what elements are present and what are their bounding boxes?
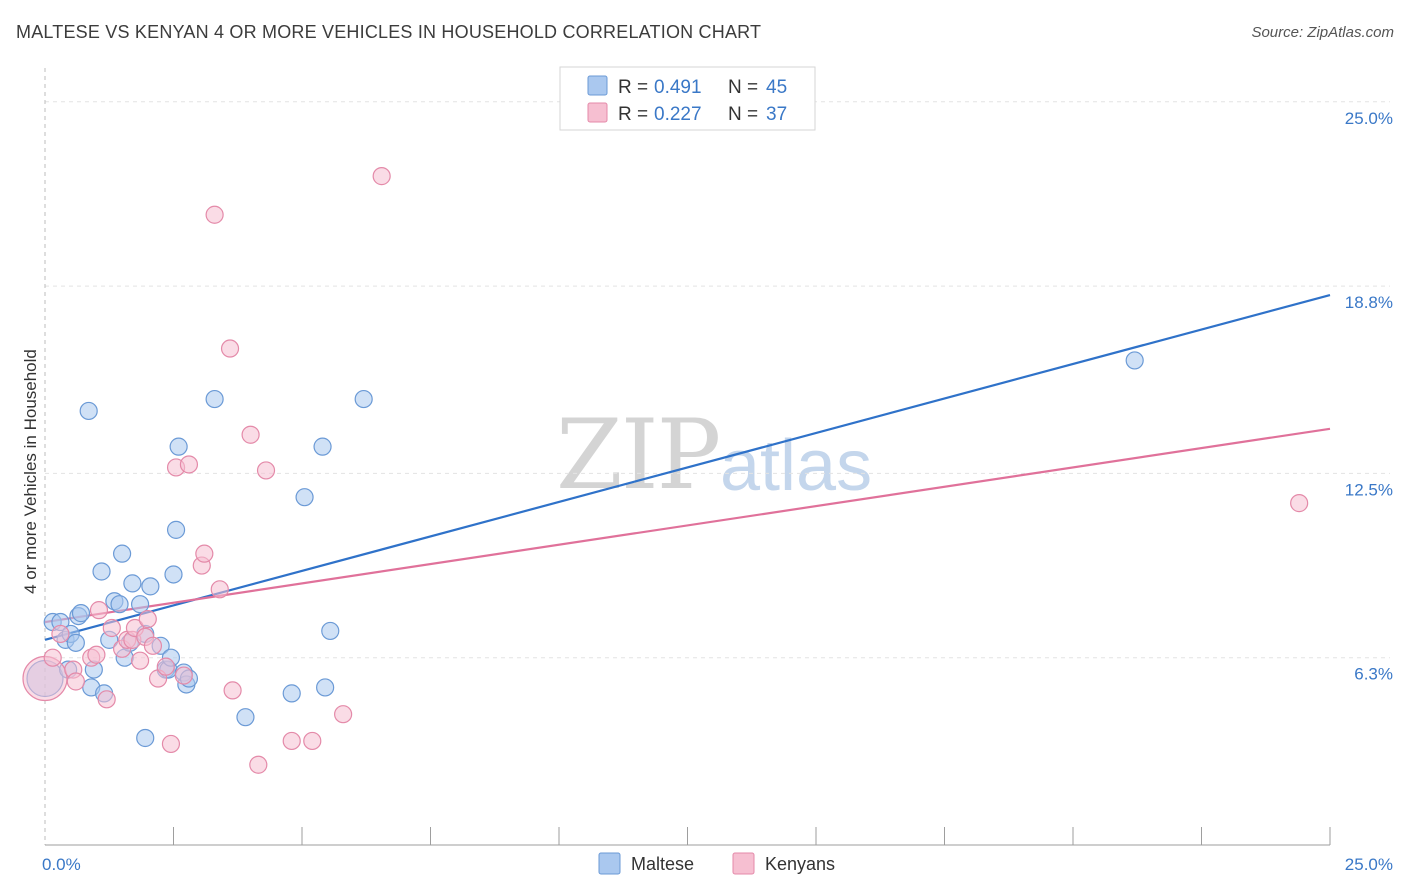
y-axis-label: 4 or more Vehicles in Household [21, 349, 40, 594]
kenyans-point-0 [22, 655, 68, 702]
data-points [22, 167, 1309, 774]
stats-legend-n-label-0: N = [728, 77, 758, 98]
kenyans-point-26 [205, 205, 224, 224]
watermark-zip: ZIP [556, 399, 719, 511]
series-legend: Maltese Kenyans [598, 852, 835, 875]
tick-labels: 6.3% 12.5% 18.8% 25.0% 0.0% 25.0% [42, 109, 1393, 874]
kenyans-point-16 [138, 609, 157, 629]
trendlines [44, 293, 1331, 641]
y-tick-label-3: 25.0% [1345, 109, 1393, 128]
maltese-point-36 [236, 708, 255, 727]
kenyans-point-33 [282, 731, 301, 751]
stats-legend-r-label-1: R = [618, 104, 648, 125]
maltese-point-21 [130, 595, 150, 614]
maltese-point-38 [295, 488, 314, 507]
kenyans-point-25 [195, 544, 214, 563]
grid [45, 101, 1390, 659]
series-legend-label-0: Maltese [631, 854, 694, 874]
kenyans-point-19 [156, 657, 175, 676]
series-legend-swatch-0 [598, 852, 621, 875]
kenyans-point-2 [51, 624, 70, 644]
kenyans-point-7 [89, 601, 109, 620]
axes [44, 68, 1331, 846]
stats-legend-r-value-1: 0.227 [654, 104, 702, 125]
kenyans-point-14 [130, 651, 150, 670]
kenyans-point-6 [87, 645, 106, 664]
kenyans-point-32 [256, 461, 276, 480]
kenyans-point-29 [223, 681, 242, 700]
maltese-point-43 [1125, 351, 1144, 370]
maltese-point-42 [354, 389, 373, 409]
kenyans-point-37 [1290, 494, 1309, 513]
maltese-point-39 [313, 437, 332, 456]
maltese-point-16 [110, 595, 129, 614]
kenyans-trendline [44, 427, 1331, 624]
maltese-point-8 [71, 604, 91, 623]
maltese-point-17 [112, 544, 132, 563]
y-tick-label-2: 18.8% [1345, 293, 1393, 312]
maltese-point-20 [123, 574, 142, 593]
maltese-trendline [44, 293, 1331, 641]
watermark: ZIP atlas [556, 399, 872, 511]
source-label: Source: ZipAtlas.com [1251, 24, 1394, 41]
kenyans-point-30 [241, 425, 260, 444]
maltese-point-13 [92, 562, 111, 581]
series-legend-label-1: Kenyans [765, 854, 835, 874]
maltese-point-41 [321, 621, 340, 641]
stats-legend-swatch-1 [587, 102, 608, 123]
maltese-point-31 [169, 437, 188, 456]
stats-legend-n-value-1: 37 [766, 104, 787, 125]
maltese-point-22 [136, 728, 155, 748]
kenyans-point-22 [174, 666, 193, 685]
stats-legend-r-label-0: R = [618, 77, 648, 98]
stats-legend-n-value-0: 45 [766, 77, 787, 98]
stats-legend: R = 0.491 N = 45 R = 0.227 N = 37 [559, 66, 816, 131]
stats-legend-r-value-0: 0.491 [654, 77, 702, 98]
kenyans-point-23 [179, 455, 199, 474]
kenyans-point-27 [210, 580, 229, 599]
maltese-point-37 [282, 684, 301, 703]
kenyans-point-20 [161, 734, 181, 754]
maltese-point-30 [166, 520, 186, 539]
kenyans-point-4 [66, 672, 85, 691]
stats-legend-n-label-1: N = [728, 104, 758, 125]
series-legend-swatch-1 [732, 852, 755, 875]
x-tick-label-1: 25.0% [1345, 855, 1393, 874]
y-tick-label-1: 12.5% [1345, 480, 1393, 499]
kenyans-point-35 [334, 705, 353, 724]
stats-legend-swatch-0 [587, 75, 608, 96]
kenyans-point-8 [97, 690, 116, 709]
maltese-point-35 [205, 389, 224, 409]
maltese-point-29 [164, 565, 183, 584]
maltese-point-6 [66, 633, 85, 652]
kenyans-point-28 [220, 339, 240, 358]
kenyans-point-34 [303, 731, 322, 751]
x-tick-label-0: 0.0% [42, 855, 81, 874]
kenyans-point-9 [102, 618, 121, 638]
maltese-point-9 [79, 401, 98, 421]
maltese-point-24 [141, 577, 160, 596]
maltese-point-40 [316, 678, 335, 697]
kenyans-point-17 [143, 636, 163, 655]
kenyans-point-31 [249, 755, 268, 774]
kenyans-point-1 [43, 648, 62, 667]
y-tick-label-0: 6.3% [1354, 665, 1393, 684]
chart-title: MALTESE VS KENYAN 4 OR MORE VEHICLES IN … [16, 22, 762, 42]
kenyans-point-36 [372, 167, 391, 186]
